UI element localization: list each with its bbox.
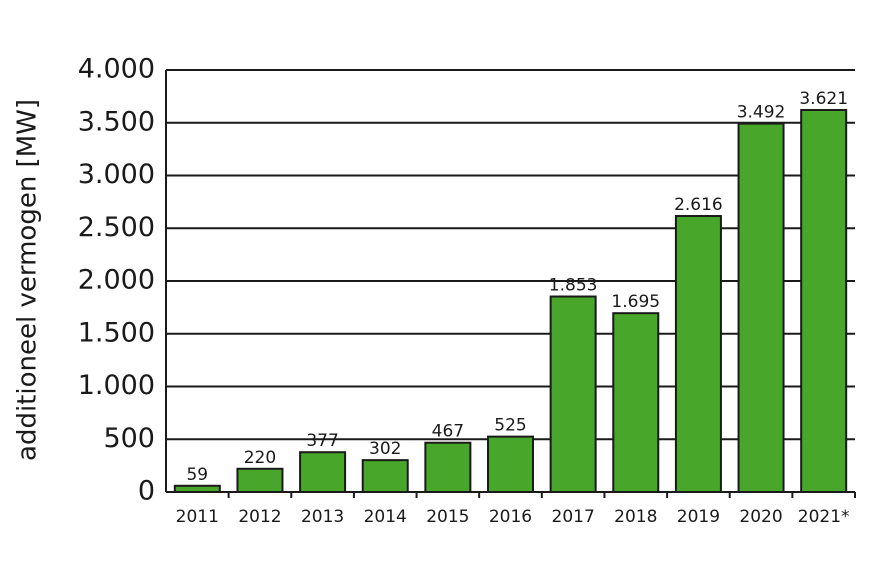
x-tick-label: 2016 [489,507,532,527]
value-label: 302 [369,439,401,459]
x-tick-label: 2018 [614,507,657,527]
bar [737,122,785,494]
x-tick-label: 2011 [176,507,219,527]
y-tick-label: 3.500 [78,106,155,137]
x-tick-label: 2013 [301,507,344,527]
x-tick-label: 2020 [739,507,782,527]
value-label: 3.492 [737,103,786,123]
value-label: 2.616 [674,195,723,215]
value-label: 59 [186,465,208,485]
y-tick-label: 0 [138,476,155,507]
bar [674,215,722,493]
y-tick-label: 3.000 [78,159,155,190]
x-tick-label: 2012 [238,507,281,527]
value-label: 525 [494,416,526,436]
y-tick-label: 4.000 [78,54,155,85]
y-axis-title: additioneel vermogen [MW] [13,99,43,461]
value-label: 377 [306,431,338,451]
bar [800,108,848,493]
x-tick-label: 2015 [426,507,469,527]
y-tick-label: 500 [103,423,155,454]
value-label: 220 [244,448,276,468]
value-label: 3.621 [799,89,848,109]
value-label: 467 [432,422,464,442]
x-tick-label: 2017 [552,507,595,527]
bar [487,435,534,493]
y-tick-label: 2.500 [78,212,155,243]
value-label: 1.853 [549,276,598,296]
bar [424,441,472,494]
bar [361,459,409,494]
bar [236,467,284,494]
x-tick-label: 2014 [364,507,407,527]
bar [549,295,597,494]
x-tick-label: 2021* [798,507,850,527]
bar [612,312,660,493]
x-tick-label: 2019 [677,507,720,527]
value-label: 1.695 [611,292,660,312]
y-tick-label: 1.000 [78,370,155,401]
bar [299,451,347,493]
y-tick-label: 1.500 [78,317,155,348]
y-tick-label: 2.000 [78,265,155,296]
